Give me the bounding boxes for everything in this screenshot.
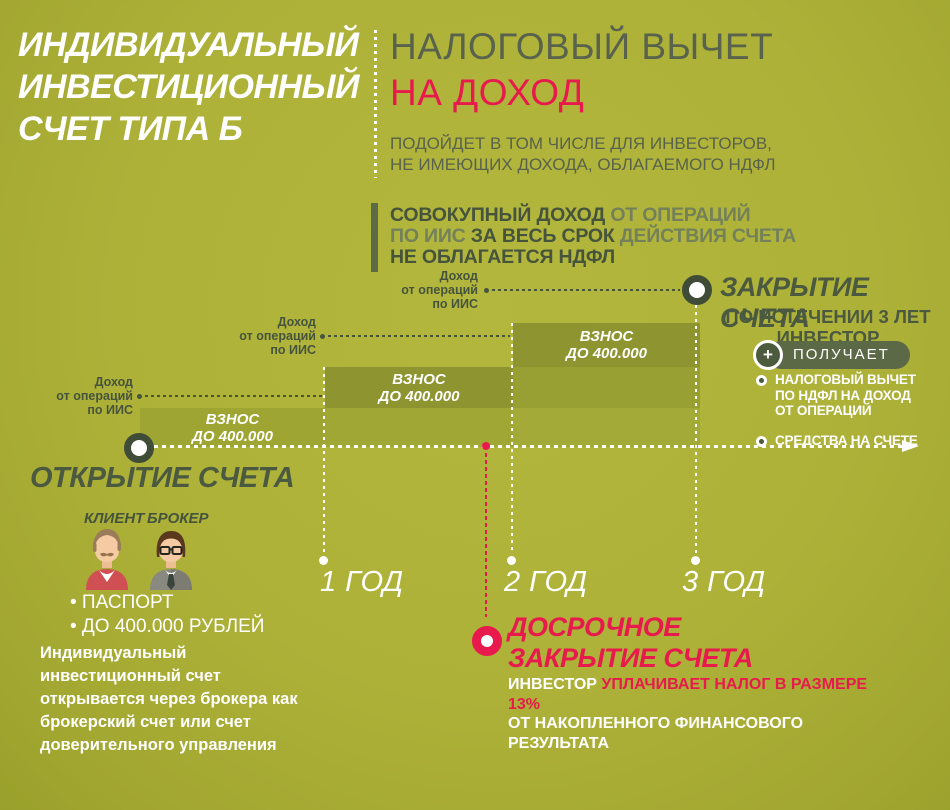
leader-dot-3 [484,288,489,293]
summary-line1-rest: ОТ ОПЕРАЦИЙ [610,204,751,226]
timeline-axis [154,445,902,448]
header-subtitle: ПОДОЙДЕТ В ТОМ ЧИСЛЕ ДЛЯ ИНВЕСТОРОВ, НЕ … [390,133,775,175]
income-label-2-line1: Доход [277,315,316,329]
deposit-label-year3-line1: ВЗНОС [579,328,634,345]
deposit-label-year2: ВЗНОС ДО 400.000 [325,371,513,405]
bullet-ring-icon [756,435,767,447]
year3-dot-icon [691,556,700,565]
early-closing-tax: УПЛАЧИВАЕТ НАЛОГ В РАЗМЕРЕ 13% [508,676,868,713]
early-closing-node-icon [472,626,502,656]
leader-line-2 [328,335,510,337]
closing-node-icon [682,275,712,305]
receives-badge-label: ПОЛУЧАЕТ [767,341,910,369]
opening-title: ОТКРЫТИЕ СЧЕТА [30,462,295,494]
deposit-label-year1: ВЗНОС ДО 400.000 [140,411,325,445]
summary-line3-bold: НЕ ОБЛАГАЕТСЯ НДФЛ [390,246,616,268]
page-title-line1: ИНДИВИДУАЛЬНЫЙ [18,26,359,64]
summary-line2-bold: ЗА ВЕСЬ СРОК [470,225,615,247]
income-label-3-line3: по ИИС [432,297,478,311]
early-closing-text: ИНВЕСТОР УПЛАЧИВАЕТ НАЛОГ В РАЗМЕРЕ 13% … [508,675,878,753]
year1-label: 1 ГОД [320,566,404,598]
summary-line1: СОВОКУПНЫЙ ДОХОД ОТ ОПЕРАЦИЙ [390,205,796,226]
year1-dashed-line [323,367,325,554]
income-label-1-line3: по ИИС [87,403,133,417]
year3-label: 3 ГОД [682,566,766,598]
page-title-line2: ИНВЕСТИЦИОННЫЙ [18,68,359,106]
summary-line1-bold: СОВОКУПНЫЙ ДОХОД [390,204,606,226]
early-closing-dot-icon [482,442,490,450]
early-closing-investor: ИНВЕСТОР [508,676,597,693]
income-label-3: Доход от операций по ИИС [385,269,478,311]
accumulated-band-year2 [325,408,513,447]
leader-dot-2 [320,334,325,339]
year2-label: 2 ГОД [504,566,588,598]
leader-dot-1 [137,394,142,399]
closing-subtitle-line1: ПО ИСТЕЧЕНИИ 3 ЛЕТ [725,306,931,327]
income-label-2-line3: по ИИС [270,343,316,357]
leader-line-1 [145,395,323,397]
early-closing-text-line2: ОТ НАКОПЛЕННОГО ФИНАНСОВОГО РЕЗУЛЬТАТА [508,715,804,752]
receives-badge: + ПОЛУЧАЕТ [753,340,910,370]
summary-line2: ПО ИИС ЗА ВЕСЬ СРОК ДЕЙСТВИЯ СЧЕТА [390,226,796,247]
header-subtitle-line2: НЕ ИМЕЮЩИХ ДОХОДА, ОБЛАГАЕМОГО НДФЛ [390,155,776,174]
deposit-label-year1-line2: ДО 400.000 [192,427,273,445]
deposit-band-year1: ВЗНОС ДО 400.000 [140,408,325,447]
income-label-3-line1: Доход [439,269,478,283]
accumulated-band-year3-low [513,408,700,447]
summary-line2-c: ДЕЙСТВИЯ СЧЕТА [619,225,797,247]
opening-note: Индивидуальный инвестиционный счет откры… [40,644,298,754]
header-subtitle-line1: ПОДОЙДЕТ В ТОМ ЧИСЛЕ ДЛЯ ИНВЕСТОРОВ, [390,134,772,153]
income-label-2-line2: от операций [239,329,316,343]
accumulated-band-year3-mid [513,367,700,408]
header-divider-dotted-line [374,30,377,178]
bullet-ring-icon [756,375,767,386]
early-closing-text-line1: ИНВЕСТОР УПЛАЧИВАЕТ НАЛОГ В РАЗМЕРЕ 13% [508,675,878,714]
closing-title: ЗАКРЫТИЕ СЧЕТА [720,272,869,333]
requirement-amount: • ДО 400.000 РУБЛЕЙ [70,616,265,637]
page-title: ИНДИВИДУАЛЬНЫЙ ИНВЕСТИЦИОННЫЙ СЧЕТ ТИПА … [18,24,359,150]
page-title-line3: СЧЕТ ТИПА Б [18,110,243,148]
income-label-3-line2: от операций [401,283,478,297]
deposit-band-year2: ВЗНОС ДО 400.000 [325,367,513,408]
income-label-1-line2: от операций [56,389,133,403]
year1-dot-icon [319,556,328,565]
early-closing-dashed-line [485,453,487,617]
year3-dashed-line [695,305,697,554]
opening-requirements: • ПАСПОРТ • ДО 400.000 РУБЛЕЙ [70,591,264,639]
summary-line2-a: ПО ИИС [390,225,466,247]
benefit-item-2: СРЕДСТВА НА СЧЕТЕ [756,433,935,449]
deposit-label-year2-line1: ВЗНОС [392,370,446,388]
plus-icon: + [753,340,783,370]
summary-line3: НЕ ОБЛАГАЕТСЯ НДФЛ [390,247,796,268]
broker-person-icon [150,531,192,590]
broker-label: БРОКЕР [147,510,209,527]
benefit-item-1: НАЛОГОВЫЙ ВЫЧЕТ ПО НДФЛ НА ДОХОД ОТ ОПЕР… [756,372,935,419]
opening-node-icon [124,433,154,463]
benefit-item-1-text: НАЛОГОВЫЙ ВЫЧЕТ ПО НДФЛ НА ДОХОД ОТ ОПЕР… [775,372,916,418]
header-title-right-line2: НА ДОХОД [390,72,585,113]
deposit-label-year2-line2: ДО 400.000 [378,387,460,405]
summary-block: СОВОКУПНЫЙ ДОХОД ОТ ОПЕРАЦИЙ ПО ИИС ЗА В… [371,203,796,272]
income-label-1: Доход от операций по ИИС [40,375,133,417]
client-person-icon [86,529,128,590]
header-title-right-line1: НАЛОГОВЫЙ ВЫЧЕТ [390,26,774,67]
year2-dashed-line [511,323,513,554]
early-closing-title-line2: ЗАКРЫТИЕ СЧЕТА [508,643,753,673]
deposit-label-year3-line2: ДО 400.000 [566,345,647,362]
benefits-list: НАЛОГОВЫЙ ВЫЧЕТ ПО НДФЛ НА ДОХОД ОТ ОПЕР… [756,372,935,462]
deposit-label-year1-line1: ВЗНОС [205,410,260,428]
early-closing-title: ДОСРОЧНОЕ ЗАКРЫТИЕ СЧЕТА [508,612,753,674]
year2-dot-icon [507,556,516,565]
income-label-1-line1: Доход [94,375,133,389]
early-closing-title-line1: ДОСРОЧНОЕ [508,612,681,642]
deposit-label-year3: ВЗНОС ДО 400.000 [513,328,700,362]
benefit-item-2-text: СРЕДСТВА НА СЧЕТЕ [775,432,918,448]
client-label: КЛИЕНТ [84,510,145,527]
requirement-passport: • ПАСПОРТ [70,592,174,613]
timeline-arrow-icon [902,440,919,452]
income-label-2: Доход от операций по ИИС [223,315,316,357]
leader-line-3 [492,289,680,291]
deposit-band-year3: ВЗНОС ДО 400.000 [513,323,700,367]
